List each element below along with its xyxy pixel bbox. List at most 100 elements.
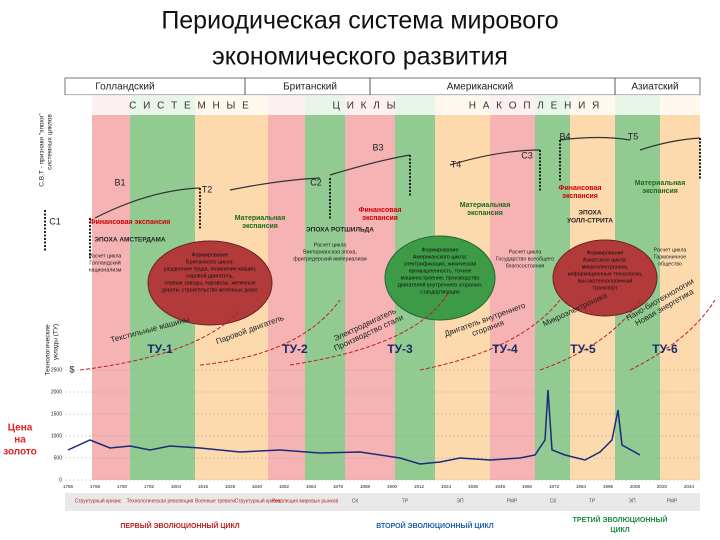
side-label: Технологические: [45, 324, 52, 376]
side-label: С,В,Т - признаки "эпохи": [39, 113, 46, 187]
band: [268, 95, 305, 490]
epoch: ЭПОХА АМСТЕРДАМА: [94, 237, 166, 244]
phase-row-label: Технологическая революция: [127, 498, 194, 504]
description: благосостояния: [506, 263, 545, 269]
phase: экспансия: [467, 210, 503, 217]
ellipse: [552, 239, 658, 317]
currency: $: [69, 364, 74, 374]
description: Формирование: [192, 252, 229, 258]
year: 1996: [603, 484, 614, 489]
epoch: ЭПОХА: [578, 210, 601, 217]
phase-row-label: РМР: [667, 498, 678, 504]
phase: Финансовая: [359, 207, 402, 214]
evolution-cycle: ПЕРВЫЙ ЭВОЛЮЦИОННЫЙ ЦИКЛ: [120, 521, 239, 530]
year: 2008: [630, 484, 641, 489]
description: стандартизация: [420, 289, 460, 295]
year: 2044: [684, 484, 695, 489]
evolution-cycle: ТРЕТИЙ ЭВОЛЮЦИОННЫЙ: [573, 515, 668, 524]
side-label: уклады (ТУ): [53, 324, 60, 360]
cycles-heading: Ц И К Л Ы: [333, 101, 398, 112]
axis-row: [65, 480, 700, 493]
year: 1828: [225, 484, 236, 489]
gold-label: на: [14, 435, 26, 446]
description: Гармоничное: [654, 254, 687, 260]
description: Государство всеобщего: [496, 256, 554, 262]
description: Азиатского цикла:: [583, 257, 627, 263]
phase-row-label: РМР: [507, 498, 518, 504]
gold-tick: 500: [54, 455, 63, 461]
marker: Т5: [628, 131, 639, 141]
description: Расчет цикла: [509, 249, 542, 255]
heading-row: [65, 95, 700, 115]
year: 1912: [414, 484, 425, 489]
phase: экспансия: [242, 223, 278, 230]
marker: Т4: [451, 159, 462, 169]
year: 1768: [90, 484, 101, 489]
description: Голландский: [89, 259, 120, 266]
marker: В1: [114, 177, 125, 187]
band: [660, 95, 700, 490]
evolution-cycle: ЦИКЛ: [610, 527, 629, 534]
year: 1792: [144, 484, 155, 489]
gold-price-line: [67, 389, 641, 465]
phase-row-label: СК: [550, 498, 557, 504]
phase: Материальная: [460, 202, 511, 209]
phase: экспансия: [362, 215, 398, 222]
phase-row-label: Революция мировых рынков: [272, 498, 339, 504]
description: Британского цикла:: [186, 259, 234, 265]
description: первые заводы, паровозы, железные: [164, 280, 256, 286]
cycles-heading: Н А К О П Л Е Н И Я: [469, 101, 602, 112]
phase: экспансия: [562, 193, 598, 200]
gold-label: золото: [3, 447, 37, 458]
year: 1780: [117, 484, 128, 489]
hegemon: Голландский: [95, 82, 154, 93]
description: Викторианская эпоха,: [303, 249, 357, 255]
gold-tick: 2000: [51, 389, 62, 395]
year: 1840: [252, 484, 263, 489]
epoch: ЭПОХА РОТШИЛЬДА: [306, 227, 374, 234]
phase-row-label: Военные тревоги: [195, 498, 235, 504]
description: Расчет цикла: [654, 247, 687, 253]
description: Расчет цикла: [89, 253, 122, 259]
year: 1864: [306, 484, 317, 489]
title: экономического развития: [212, 43, 508, 71]
tech-mode: ТУ-6: [652, 342, 678, 356]
description: высокотехнологичный: [578, 277, 633, 284]
description: микроэлектроника,: [582, 264, 629, 270]
tech-mode: ТУ-2: [282, 342, 308, 356]
phase-row-label: ТР: [589, 498, 596, 504]
band: [92, 95, 130, 490]
marker: Т2: [202, 184, 213, 194]
band: [65, 95, 92, 490]
description: электрификация, химическая: [404, 261, 477, 267]
marker: С2: [310, 177, 322, 187]
description: Формирование: [587, 250, 624, 256]
description: Расчет цикла: [314, 242, 347, 248]
marker: С3: [521, 150, 533, 160]
description: раздвоение труда, появление машин,: [164, 266, 257, 272]
marker: С1: [49, 216, 61, 226]
phase: Материальная: [235, 215, 286, 222]
phase: Финансовая: [559, 185, 602, 192]
side-label: системных циклов: [47, 114, 54, 170]
tech-mode: ТУ-4: [492, 342, 518, 356]
ellipse: [384, 235, 496, 321]
phase-row-label: Структурный кризис: [75, 497, 122, 504]
phase-row-label: ЭП: [628, 498, 636, 504]
hegemon: Американский: [447, 82, 513, 93]
year: 1924: [441, 484, 452, 489]
description: национализм: [89, 267, 122, 273]
year: 1984: [576, 484, 587, 489]
year: 1900: [387, 484, 398, 489]
evolution-cycle: ВТОРОЙ ЭВОЛЮЦИОННЫЙ ЦИКЛ: [376, 521, 494, 530]
phase: Материальная: [635, 180, 686, 187]
phase: Финансовая экспансия: [90, 219, 171, 226]
phase-row-label: СК: [352, 498, 359, 504]
description: информационные технологии,: [568, 271, 643, 277]
tech-mode: ТУ-1: [147, 342, 173, 356]
band: [490, 95, 535, 490]
tech-mode: ТУ-5: [570, 342, 596, 356]
phase-row-label: ТР: [402, 498, 409, 504]
epoch: УОЛЛ-СТРИТА: [567, 218, 613, 225]
